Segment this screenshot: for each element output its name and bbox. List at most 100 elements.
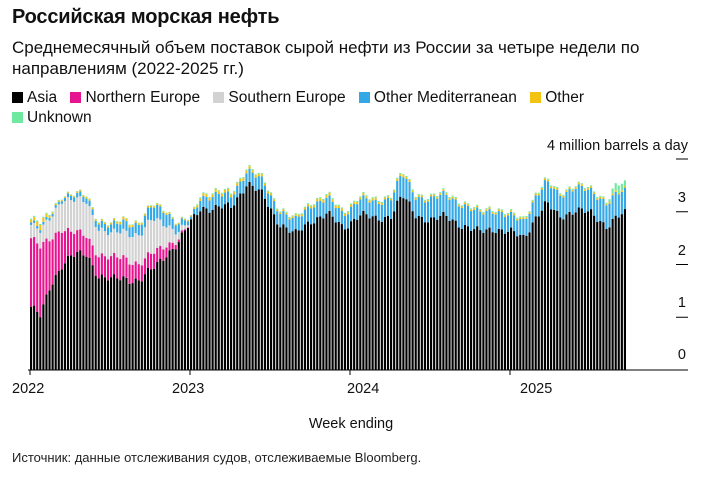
bar-segment-other-mediterranean xyxy=(125,221,128,231)
bar-segment-unknown xyxy=(217,190,220,192)
bar-segment-other xyxy=(337,205,340,208)
bar-segment-unknown xyxy=(516,217,519,219)
bar-segment-northern-europe xyxy=(39,248,42,318)
bar-segment-other xyxy=(30,219,33,223)
bar-segment-other xyxy=(586,188,590,190)
legend-swatch xyxy=(70,92,82,103)
bar-segment-other xyxy=(399,174,402,177)
bar-segment-other-mediterranean xyxy=(448,199,451,221)
bar-segment-other-mediterranean xyxy=(174,225,177,235)
bar-segment-unknown xyxy=(131,224,134,225)
bar-segment-other xyxy=(168,212,171,214)
bar-segment-asia xyxy=(122,276,125,370)
bar-segment-other-mediterranean xyxy=(562,197,565,220)
bar-segment-other-mediterranean xyxy=(411,192,414,212)
bar-segment-unknown xyxy=(377,200,380,202)
bar-segment-other xyxy=(340,208,343,211)
legend-label: Unknown xyxy=(27,109,92,126)
bar-segment-asia xyxy=(617,217,620,370)
bar-segment-other-mediterranean xyxy=(439,194,442,216)
bar-segment-other xyxy=(146,206,150,208)
bar-segment-other-mediterranean xyxy=(473,209,476,230)
bar-segment-unknown xyxy=(359,196,362,198)
bar-segment-other-mediterranean xyxy=(291,218,294,232)
bar-segment-other-mediterranean xyxy=(571,191,574,215)
bar-segment-northern-europe xyxy=(51,239,54,285)
bar-segment-northern-europe xyxy=(119,259,122,281)
bar-segment-asia xyxy=(516,236,519,370)
bar-segment-other xyxy=(223,189,226,193)
bar-segment-other xyxy=(125,218,128,222)
bar-segment-unknown xyxy=(177,222,180,224)
bar-segment-other-mediterranean xyxy=(611,195,614,219)
bar-segment-other xyxy=(525,217,528,219)
bar-segment-unknown xyxy=(180,216,183,218)
bar-segment-unknown xyxy=(63,196,66,197)
bar-segment-other xyxy=(156,203,159,205)
bar-segment-asia xyxy=(599,221,602,370)
bar-segment-other-mediterranean xyxy=(306,206,310,222)
bar-segment-other xyxy=(346,212,350,215)
bar-segment-asia xyxy=(125,277,128,370)
bar-segment-unknown xyxy=(593,191,596,193)
bar-segment-asia xyxy=(423,222,426,370)
bar-segment-asia xyxy=(322,218,325,370)
bar-segment-unknown xyxy=(476,204,479,206)
bar-segment-asia xyxy=(143,274,146,370)
bar-segment-unknown xyxy=(485,208,488,210)
bar-segment-other xyxy=(251,170,254,173)
bar-segment-other-mediterranean xyxy=(51,213,54,217)
bar-segment-unknown xyxy=(137,222,140,224)
bar-segment-unknown xyxy=(506,212,510,214)
bar-segment-other-mediterranean xyxy=(608,203,611,228)
bar-segment-southern-europe xyxy=(168,225,171,243)
bar-segment-unknown xyxy=(165,212,168,214)
bar-segment-asia xyxy=(371,216,374,370)
bar-segment-asia xyxy=(583,212,586,370)
bar-segment-other-mediterranean xyxy=(162,212,165,227)
bar-segment-other xyxy=(519,217,522,220)
bar-segment-unknown xyxy=(208,196,211,198)
bar-segment-southern-europe xyxy=(180,224,183,231)
bar-segment-southern-europe xyxy=(156,218,159,248)
bar-segment-asia xyxy=(408,201,411,370)
bar-segment-southern-europe xyxy=(82,201,85,236)
bar-segment-other xyxy=(193,207,196,209)
bar-segment-unknown xyxy=(42,216,45,218)
bar-segment-unknown xyxy=(494,211,497,213)
bar-segment-asia xyxy=(202,206,205,370)
bar-segment-other-mediterranean xyxy=(288,219,291,233)
y-tick-label: 3 xyxy=(678,190,686,206)
bar-segment-other xyxy=(119,222,122,225)
bar-segment-other xyxy=(214,189,217,192)
bar-segment-other xyxy=(470,209,473,212)
bar-segment-other xyxy=(396,178,399,181)
bar-segment-asia xyxy=(346,228,350,370)
bar-segment-unknown xyxy=(106,225,110,226)
bar-segment-other-mediterranean xyxy=(226,191,230,203)
bar-segment-unknown xyxy=(70,194,73,195)
bar-segment-other-mediterranean xyxy=(346,214,350,229)
bar-segment-other xyxy=(380,202,383,205)
bar-segment-other-mediterranean xyxy=(79,191,82,197)
bar-segment-unknown xyxy=(596,197,599,199)
bar-segment-other xyxy=(562,195,565,198)
bar-segment-asia xyxy=(276,224,279,370)
bar-segment-unknown xyxy=(439,192,442,194)
bar-segment-unknown xyxy=(503,214,506,216)
bar-segment-asia xyxy=(54,275,57,370)
bar-segment-other-mediterranean xyxy=(408,181,411,202)
bar-segment-other-mediterranean xyxy=(356,204,359,220)
bar-segment-unknown xyxy=(316,197,319,199)
bar-segment-other-mediterranean xyxy=(350,206,353,222)
bar-segment-southern-europe xyxy=(73,201,76,235)
bar-segment-asia xyxy=(85,256,88,370)
bar-segment-asia xyxy=(291,231,294,370)
bar-segment-asia xyxy=(470,230,473,370)
bar-segment-unknown xyxy=(183,218,186,220)
bar-segment-southern-europe xyxy=(162,226,165,250)
bar-segment-asia xyxy=(491,232,494,370)
bar-segment-asia xyxy=(300,230,303,370)
bar-segment-asia xyxy=(430,217,433,370)
bar-segment-other xyxy=(248,166,251,169)
